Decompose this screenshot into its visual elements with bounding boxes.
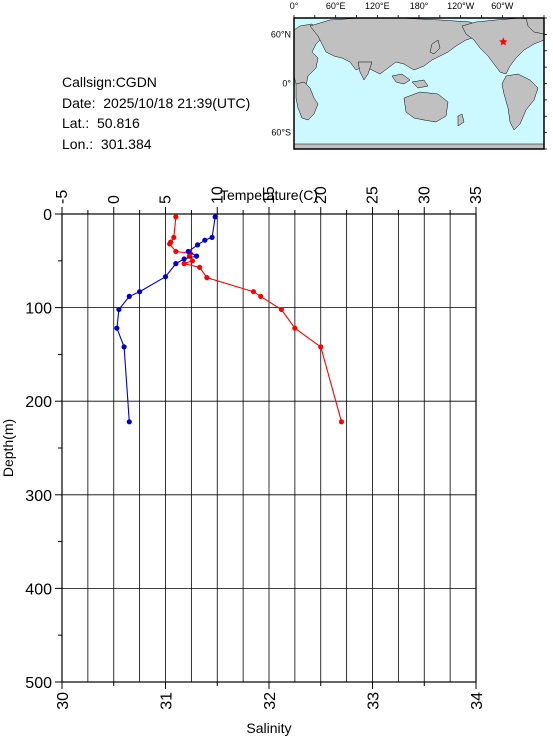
salinity-point bbox=[126, 293, 132, 299]
temperature-tick-label: -5 bbox=[54, 190, 71, 204]
vertical-grid bbox=[61, 214, 477, 682]
horizontal-grid bbox=[62, 307, 476, 589]
map-lon-label: 60°W bbox=[491, 1, 514, 11]
data-series bbox=[114, 214, 345, 425]
longitude-label: Lon.: 301.384 bbox=[62, 135, 152, 152]
temperature-tick-label: 25 bbox=[365, 186, 382, 204]
land-south-america bbox=[501, 73, 539, 131]
temperature-point bbox=[292, 325, 298, 331]
profile-info: Callsign:CGDN Date: 2025/10/18 21:39(UTC… bbox=[62, 72, 250, 154]
land-new-zealand bbox=[457, 113, 465, 127]
salinity-tick-label: 31 bbox=[159, 692, 176, 710]
axis-ticks bbox=[55, 207, 477, 689]
salinity-point bbox=[193, 253, 200, 259]
temperature-point bbox=[171, 234, 177, 240]
salinity-point bbox=[121, 344, 127, 350]
map-ticks bbox=[293, 15, 547, 150]
temperature-point bbox=[167, 241, 173, 247]
temperature-tick-label: 15 bbox=[261, 186, 278, 204]
map-lon-label: 180° bbox=[410, 1, 429, 11]
temperature-point bbox=[173, 214, 179, 220]
land-se-asia bbox=[391, 73, 429, 89]
temperature-point bbox=[204, 275, 210, 281]
map-lat-label: 60°S bbox=[271, 128, 291, 138]
temperature-point bbox=[318, 344, 324, 350]
location-marker-icon bbox=[499, 37, 508, 46]
salinity-profile-line bbox=[116, 216, 216, 422]
depth-tick-label: 300 bbox=[25, 488, 52, 505]
temperature-profile-line bbox=[168, 216, 343, 422]
map-land bbox=[293, 17, 545, 150]
salinity-tick-label: 33 bbox=[366, 692, 383, 710]
location-map: 0° 60°E 120°E 180° 120°W 60°W 60°N 0° 60°S bbox=[271, 1, 547, 150]
map-lon-label: 60°E bbox=[326, 1, 346, 11]
land-australia bbox=[403, 91, 449, 123]
salinity-axis-label: Salinity bbox=[246, 720, 291, 736]
temperature-tick-label: 20 bbox=[313, 186, 330, 204]
temperature-point bbox=[338, 419, 345, 425]
temperature-point bbox=[181, 261, 187, 267]
latitude-label: Lat.: 50.816 bbox=[62, 115, 140, 131]
salinity-tick-label: 30 bbox=[55, 692, 72, 710]
temperature-tick-label: 0 bbox=[106, 195, 123, 204]
date-label: Date: 2025/10/18 21:39(UTC) bbox=[62, 94, 251, 111]
land-africa-south bbox=[295, 81, 319, 121]
temperature-point bbox=[250, 289, 257, 295]
salinity-point bbox=[212, 214, 218, 220]
salinity-tick-label: 32 bbox=[262, 692, 279, 710]
land-japan bbox=[429, 39, 441, 55]
map-lat-label: 0° bbox=[282, 79, 291, 89]
map-lon-label: 120°E bbox=[365, 1, 390, 11]
depth-axis-label: Depth(m) bbox=[0, 419, 16, 477]
salinity-point bbox=[202, 237, 208, 243]
salinity-point bbox=[181, 256, 187, 262]
temperature-point bbox=[197, 264, 203, 270]
salinity-point bbox=[209, 234, 215, 240]
map-lat-label: 60°N bbox=[271, 29, 291, 39]
salinity-point bbox=[194, 242, 201, 248]
salinity-point bbox=[173, 261, 179, 267]
salinity-tick-label: 34 bbox=[469, 692, 486, 710]
temperature-tick-label: 30 bbox=[416, 186, 433, 204]
callsign-label: Callsign:CGDN bbox=[62, 74, 157, 90]
depth-tick-label: 0 bbox=[43, 207, 52, 224]
map-lon-label: 120°W bbox=[447, 1, 475, 11]
depth-tick-label: 200 bbox=[25, 394, 52, 411]
map-labels: 0° 60°E 120°E 180° 120°W 60°W 60°N 0° 60°S bbox=[271, 1, 514, 138]
temperature-point bbox=[173, 248, 179, 255]
temperature-point bbox=[258, 293, 264, 299]
salinity-point bbox=[162, 274, 169, 280]
depth-tick-label: 400 bbox=[25, 581, 52, 598]
temperature-point bbox=[189, 258, 196, 264]
salinity-point bbox=[126, 419, 132, 425]
salinity-point bbox=[185, 248, 191, 255]
salinity-point bbox=[137, 289, 143, 295]
salinity-point bbox=[116, 306, 122, 313]
temperature-tick-label: 5 bbox=[158, 195, 175, 204]
temperature-tick-label: 35 bbox=[468, 186, 485, 204]
depth-tick-label: 100 bbox=[25, 301, 52, 318]
temperature-axis-label: Temperature(C) bbox=[220, 187, 318, 203]
temperature-point bbox=[278, 306, 285, 313]
land-india bbox=[357, 61, 373, 81]
salinity-point bbox=[114, 325, 120, 331]
land-eurasia bbox=[309, 17, 485, 75]
map-lon-label: 0° bbox=[290, 1, 299, 11]
temperature-tick-label: 10 bbox=[209, 186, 226, 204]
depth-tick-label: 500 bbox=[25, 675, 52, 692]
